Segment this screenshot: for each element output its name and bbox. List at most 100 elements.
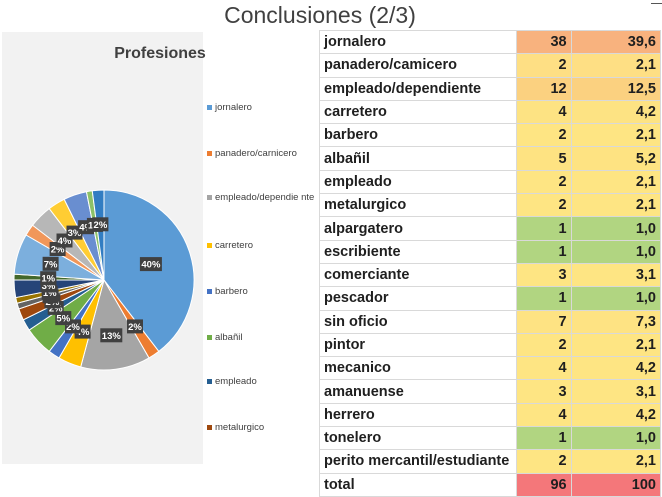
svg-text:2%: 2%	[49, 303, 63, 314]
profession-percent: 39,6	[570, 29, 662, 55]
svg-text:4%: 4%	[58, 236, 72, 247]
profession-percent: 2,1	[570, 449, 662, 474]
profession-count: 5	[516, 146, 572, 171]
profession-name: empleado	[318, 169, 518, 195]
title-mark	[651, 3, 662, 4]
chart-title: Profesiones	[114, 45, 206, 62]
svg-text:4%: 4%	[79, 223, 93, 234]
table-row: barbero 2 2,1	[318, 123, 662, 148]
slide-title: Conclusiones (2/3)	[224, 2, 416, 28]
svg-text:2%: 2%	[128, 322, 142, 333]
legend-label: barbero	[215, 286, 248, 297]
profession-count: 96	[516, 472, 572, 497]
profession-percent: 1,0	[570, 239, 662, 264]
profession-percent: 4,2	[570, 402, 662, 428]
profession-percent: 2,1	[570, 123, 662, 148]
professions-table: jornalero 38 39,6 panadero/camicero 2 2,1 empl…	[318, 29, 662, 497]
profession-percent: 1,0	[570, 286, 662, 311]
profession-name: comerciante	[318, 262, 518, 288]
profession-name: alpargatero	[318, 216, 518, 241]
table-row: metalurgico 2 2,1	[318, 193, 662, 218]
profession-percent: 4,2	[570, 356, 662, 381]
profession-name: jornalero	[318, 29, 518, 55]
profession-name: tonelero	[318, 426, 518, 451]
profession-name: pintor	[318, 332, 518, 358]
profession-name: carretero	[318, 99, 518, 125]
table-row: pintor 2 2,1	[318, 332, 662, 358]
legend-swatch	[207, 379, 212, 384]
legend-label: albañil	[215, 332, 243, 343]
table-row: carretero 4 4,2	[318, 99, 662, 125]
profession-name: perito mercantil/estudiante	[318, 449, 518, 474]
pie-slice-19	[91, 189, 105, 281]
profession-percent: 2,1	[570, 332, 662, 358]
legend-label: empleado	[215, 376, 257, 387]
profession-percent: 2,1	[570, 53, 662, 78]
table-row: alpargatero 1 1,0	[318, 216, 662, 241]
profession-count: 1	[516, 239, 572, 264]
profession-percent: 1,0	[570, 426, 662, 451]
legend-swatch	[207, 243, 212, 248]
svg-text:3%: 3%	[68, 228, 82, 239]
profession-name: pescador	[318, 286, 518, 311]
slice-label-12: 1%	[40, 271, 57, 286]
pie-slice-3	[80, 278, 150, 371]
table-row: amanuense 3 3,1	[318, 379, 662, 404]
svg-text:2%: 2%	[66, 322, 80, 333]
profession-percent: 7,3	[570, 309, 662, 334]
legend-swatch	[207, 151, 212, 156]
profession-count: 3	[516, 379, 572, 404]
profession-count: 2	[516, 123, 572, 148]
legend-label: empleado/dependie nte	[215, 192, 315, 203]
legend-swatch	[207, 105, 212, 110]
profession-name: panadero/camicero	[318, 53, 518, 78]
profession-percent: 3,1	[570, 262, 662, 288]
svg-text:4%: 4%	[76, 327, 90, 338]
profession-count: 1	[516, 216, 572, 241]
table-row: empleado 2 2,1	[318, 169, 662, 195]
profession-name: albañil	[318, 146, 518, 171]
slice-label-1: 40%	[139, 257, 162, 272]
profession-count: 2	[516, 53, 572, 78]
profession-percent: 2,1	[570, 169, 662, 195]
profession-name: barbero	[318, 123, 518, 148]
svg-text:1%: 1%	[43, 288, 57, 299]
profession-name: empleado/dependiente	[318, 76, 518, 101]
svg-text:3%: 3%	[42, 281, 56, 292]
profession-count: 2	[516, 332, 572, 358]
table-row: total 96 100	[318, 472, 662, 497]
legend-swatch	[207, 195, 212, 200]
svg-text:7%: 7%	[44, 259, 58, 270]
profession-name: amanuense	[318, 379, 518, 404]
profession-name: escribiente	[318, 239, 518, 264]
table-row: panadero/camicero 2 2,1	[318, 53, 662, 78]
profession-count: 1	[516, 286, 572, 311]
profession-count: 38	[516, 29, 572, 55]
profession-percent: 3,1	[570, 379, 662, 404]
profession-percent: 12,5	[570, 76, 662, 101]
profession-count: 4	[516, 402, 572, 428]
legend-label: metalurgico	[215, 422, 265, 433]
slice-label-2: 2%	[127, 319, 143, 334]
svg-text:2%: 2%	[94, 220, 108, 231]
profession-count: 2	[516, 169, 572, 195]
profession-percent: 1,0	[570, 216, 662, 241]
table-row: albañil 5 5,2	[318, 146, 662, 171]
slice-label-13: 7%	[42, 256, 59, 271]
svg-text:40%: 40%	[141, 260, 161, 271]
legend-label: panadero/carnicero	[215, 148, 297, 159]
profession-percent: 4,2	[570, 99, 662, 125]
profession-count: 12	[516, 76, 572, 101]
table-row: herrero 4 4,2	[318, 402, 662, 428]
table-row: escribiente 1 1,0	[318, 239, 662, 264]
profession-name: mecanico	[318, 356, 518, 381]
table-row: jornalero 38 39,6	[318, 29, 662, 55]
profession-name: metalurgico	[318, 193, 518, 218]
profession-name: total	[318, 472, 518, 497]
profession-count: 4	[516, 99, 572, 125]
slice-label-3: 13%	[100, 328, 123, 343]
table-row: empleado/dependiente 12 12,5	[318, 76, 662, 101]
profession-percent: 100	[570, 472, 662, 497]
svg-text:5%: 5%	[56, 314, 70, 325]
